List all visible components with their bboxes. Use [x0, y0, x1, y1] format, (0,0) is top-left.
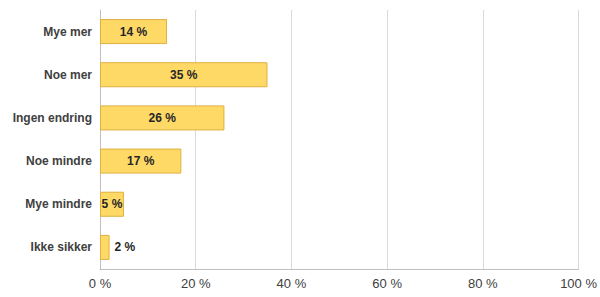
svg-text:60 %: 60 %	[372, 276, 402, 291]
svg-text:26 %: 26 %	[149, 111, 177, 125]
svg-text:2 %: 2 %	[115, 240, 136, 254]
svg-text:Ikke sikker: Ikke sikker	[31, 240, 93, 254]
svg-text:Noe mer: Noe mer	[44, 68, 92, 82]
svg-text:100 %: 100 %	[560, 276, 597, 291]
svg-text:Mye mindre: Mye mindre	[25, 197, 92, 211]
svg-text:Ingen endring: Ingen endring	[13, 111, 92, 125]
svg-text:20 %: 20 %	[181, 276, 211, 291]
svg-text:35 %: 35 %	[170, 68, 198, 82]
svg-text:17 %: 17 %	[127, 154, 155, 168]
svg-text:Mye mer: Mye mer	[43, 25, 92, 39]
svg-text:Noe mindre: Noe mindre	[26, 154, 92, 168]
svg-text:5 %: 5 %	[102, 197, 123, 211]
svg-text:0 %: 0 %	[89, 276, 112, 291]
svg-text:80 %: 80 %	[468, 276, 498, 291]
svg-text:14 %: 14 %	[120, 25, 148, 39]
svg-text:40 %: 40 %	[277, 276, 307, 291]
